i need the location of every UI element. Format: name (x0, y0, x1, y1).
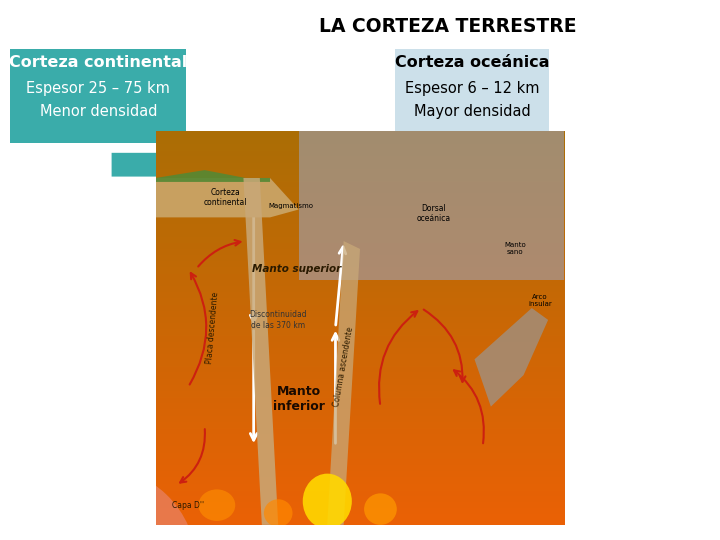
Text: Espesor 6 – 12 km: Espesor 6 – 12 km (405, 81, 539, 96)
Polygon shape (112, 144, 212, 185)
Text: Magmatismo: Magmatismo (268, 202, 313, 208)
Text: Mayor densidad: Mayor densidad (413, 104, 531, 119)
Polygon shape (0, 111, 4, 540)
Text: Placa descendente: Placa descendente (205, 292, 220, 364)
Text: Columna ascendente: Columna ascendente (332, 327, 355, 408)
Text: Dorsal
oceánica: Dorsal oceánica (417, 204, 451, 223)
Text: Espesor 25 – 75 km: Espesor 25 – 75 km (27, 81, 170, 96)
Ellipse shape (264, 500, 292, 527)
Ellipse shape (302, 474, 352, 529)
Ellipse shape (364, 494, 397, 525)
Polygon shape (156, 178, 299, 218)
Polygon shape (243, 178, 278, 525)
Text: Manto
sano: Manto sano (505, 242, 526, 255)
Text: LA CORTEZA TERRESTRE: LA CORTEZA TERRESTRE (319, 17, 577, 36)
Text: Discontinuidad
de las 370 km: Discontinuidad de las 370 km (249, 310, 307, 329)
Polygon shape (474, 308, 548, 407)
Text: Manto superior: Manto superior (252, 264, 341, 274)
Text: Corteza continental: Corteza continental (9, 55, 187, 70)
Text: Corteza
continental: Corteza continental (203, 188, 247, 207)
Polygon shape (0, 189, 8, 540)
Text: Manto
inferior: Manto inferior (273, 384, 325, 413)
Ellipse shape (199, 489, 235, 521)
Text: Corteza oceánica: Corteza oceánica (395, 55, 549, 70)
Text: Arco
insular: Arco insular (528, 294, 552, 307)
FancyBboxPatch shape (395, 49, 549, 143)
Ellipse shape (0, 465, 197, 540)
Text: Capa D'': Capa D'' (172, 501, 204, 510)
Polygon shape (299, 111, 564, 280)
Text: Menor densidad: Menor densidad (40, 104, 157, 119)
Polygon shape (156, 170, 270, 182)
FancyBboxPatch shape (10, 49, 186, 143)
Polygon shape (328, 241, 360, 525)
